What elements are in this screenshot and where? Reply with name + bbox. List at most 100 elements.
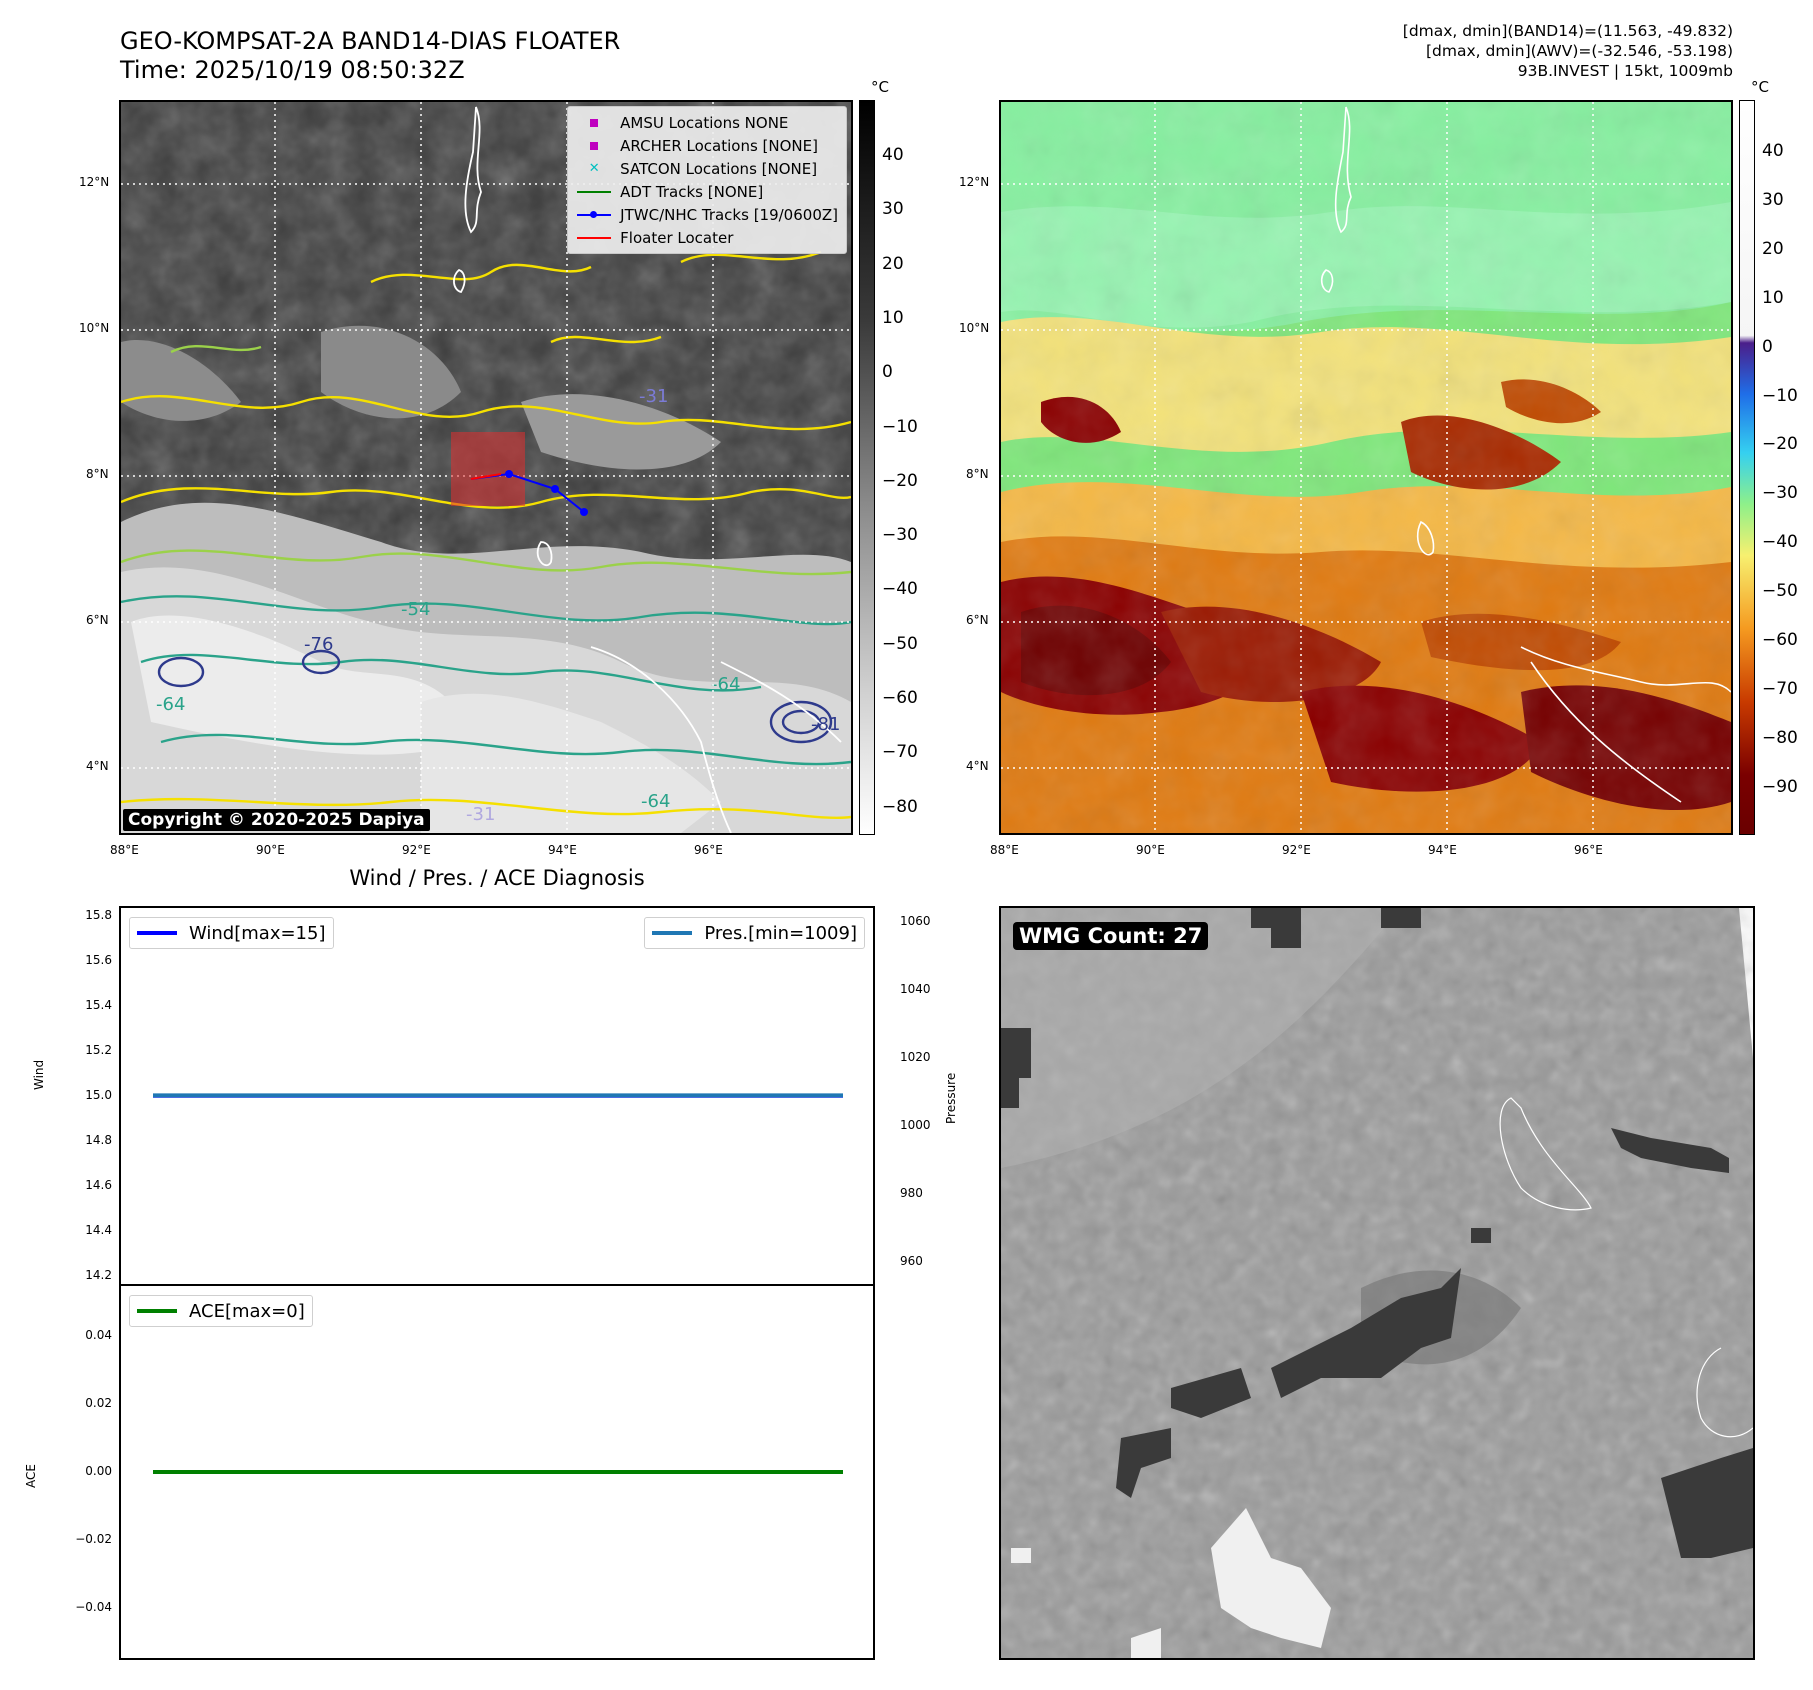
- colorbar-tick-label: −50: [1762, 581, 1798, 602]
- ace-panel: ACE[max=0]: [119, 1284, 875, 1660]
- lat-label: 10°N: [79, 321, 110, 335]
- lat-label: 10°N: [959, 321, 990, 335]
- colorbar-tick-label: 10: [1762, 287, 1784, 308]
- pressure-axis-label: Pressure: [944, 1072, 958, 1124]
- pressure-tick-label: 960: [900, 1254, 923, 1268]
- lon-label: 94°E: [548, 843, 577, 857]
- contour-label: -64: [641, 791, 670, 812]
- chart-time: Time: 2025/10/19 08:50:32Z: [120, 56, 465, 84]
- colorbar-tick-label: 30: [882, 199, 904, 220]
- wind-tick-label: 15.8: [85, 908, 112, 922]
- contour-label: -64: [711, 674, 740, 695]
- colorbar-tick-label: −10: [882, 416, 918, 437]
- colorbar-tick-label: −20: [1762, 434, 1798, 455]
- legend-adt: ADT Tracks [NONE]: [568, 180, 846, 203]
- track-point: [505, 470, 513, 478]
- colorbar-tick-label: −30: [1762, 483, 1798, 504]
- colorbar-tick-label: −60: [882, 688, 918, 708]
- wind-tick-label: 14.4: [85, 1223, 112, 1237]
- pressure-tick-label: 1000: [900, 1118, 931, 1132]
- pressure-tick-label: 1060: [900, 914, 931, 928]
- colorbar-tick-label: −20: [882, 470, 918, 491]
- contour-label: -81: [811, 714, 840, 735]
- map-legend: AMSU Locations NONE ARCHER Locations [NO…: [567, 106, 847, 254]
- lon-label: 92°E: [1282, 843, 1311, 857]
- chart-title: GEO-KOMPSAT-2A BAND14-DIAS FLOATER: [120, 27, 621, 55]
- wmg-count-badge: WMG Count: 27: [1013, 922, 1209, 950]
- lon-label: 92°E: [402, 843, 431, 857]
- colorbar-tick-label: −30: [882, 525, 918, 546]
- lat-label: 4°N: [966, 759, 989, 773]
- track-point: [580, 508, 588, 516]
- band14-colorbar: [859, 100, 875, 835]
- colorbar-tick-label: −60: [1762, 630, 1798, 650]
- lat-label: 12°N: [959, 175, 990, 189]
- ace-legend: ACE[max=0]: [129, 1295, 313, 1327]
- contour-label: -31: [466, 804, 495, 825]
- wind-pressure-panel: Wind[max=15] Pres.[min=1009]: [119, 906, 875, 1286]
- colorbar-tick-label: −50: [882, 633, 918, 654]
- colorbar-tick-label: −70: [882, 742, 918, 763]
- colorbar-tick-label: −80: [1762, 727, 1798, 748]
- ace-tick-label: 0.00: [85, 1464, 112, 1478]
- legend-satcon: ✕ SATCON Locations [NONE]: [588, 159, 818, 178]
- contour-label: -31: [639, 386, 668, 407]
- colorbar-tick-label: −40: [882, 579, 918, 600]
- colorbar-tick-label: −40: [1762, 532, 1798, 553]
- colorbar-tick-label: 20: [882, 253, 904, 274]
- contour-label: -64: [156, 694, 185, 715]
- wind-axis-label: Wind: [32, 1059, 46, 1090]
- wind-tick-label: 14.6: [85, 1178, 112, 1192]
- colorbar-tick-label: 40: [882, 145, 904, 165]
- wind-tick-label: 15.6: [85, 953, 112, 967]
- colorbar-tick-label: −10: [1762, 385, 1798, 406]
- colorbar-tick-label: −80: [882, 796, 918, 817]
- wind-tick-label: 14.2: [85, 1268, 112, 1282]
- awv-map-image: [1001, 102, 1731, 833]
- colorbar-tick-label: 10: [882, 307, 904, 328]
- lat-label: 8°N: [86, 467, 109, 481]
- ace-plot: [153, 1470, 843, 1474]
- ace-axis-label: ACE: [24, 1464, 38, 1488]
- wind-tick-label: 15.4: [85, 998, 112, 1012]
- track-point: [551, 485, 559, 493]
- legend-archer: ARCHER Locations [NONE]: [568, 134, 846, 157]
- ace-tick-label: 0.04: [85, 1328, 112, 1342]
- pressure-tick-label: 1040: [900, 982, 931, 996]
- lon-label: 90°E: [1136, 843, 1165, 857]
- colorbar-unit: °C: [871, 78, 889, 96]
- pressure-legend: Pres.[min=1009]: [644, 917, 865, 949]
- awv-map: [999, 100, 1733, 835]
- contour-label: -54: [401, 599, 430, 620]
- wind-tick-label: 14.8: [85, 1133, 112, 1147]
- lon-label: 88°E: [110, 843, 139, 857]
- diagnosis-title: Wind / Pres. / ACE Diagnosis: [349, 866, 645, 890]
- lat-label: 6°N: [966, 613, 989, 627]
- awv-colorbar: [1739, 100, 1755, 835]
- lat-label: 8°N: [966, 467, 989, 481]
- info-band14-range: [dmax, dmin](BAND14)=(11.563, -49.832): [1402, 22, 1733, 40]
- ace-tick-label: −0.04: [75, 1600, 112, 1614]
- colorbar-tick-label: −90: [1762, 776, 1798, 797]
- lon-label: 88°E: [990, 843, 1019, 857]
- info-awv-range: [dmax, dmin](AWV)=(-32.546, -53.198): [1426, 42, 1733, 60]
- legend-jtwc: JTWC/NHC Tracks [19/0600Z]: [568, 203, 846, 226]
- lon-label: 96°E: [694, 843, 723, 857]
- colorbar-tick-label: 30: [1762, 189, 1784, 210]
- wmg-image: [1001, 908, 1753, 1658]
- colorbar-tick-label: 40: [1762, 141, 1784, 161]
- info-storm: 93B.INVEST | 15kt, 1009mb: [1517, 62, 1733, 80]
- pressure-tick-label: 1020: [900, 1050, 931, 1064]
- wind-legend: Wind[max=15]: [129, 917, 334, 949]
- legend-amsu: AMSU Locations NONE: [568, 111, 846, 134]
- colorbar-tick-label: 0: [882, 362, 893, 383]
- colorbar-unit: °C: [1751, 78, 1769, 96]
- lon-label: 94°E: [1428, 843, 1457, 857]
- lon-label: 96°E: [1574, 843, 1603, 857]
- floater-locator-box: [451, 432, 525, 506]
- colorbar-tick-label: 20: [1762, 238, 1784, 259]
- pressure-tick-label: 980: [900, 1186, 923, 1200]
- contour-label: -76: [304, 634, 333, 655]
- copyright-badge: Copyright © 2020-2025 Dapiya: [123, 809, 430, 831]
- lat-label: 4°N: [86, 759, 109, 773]
